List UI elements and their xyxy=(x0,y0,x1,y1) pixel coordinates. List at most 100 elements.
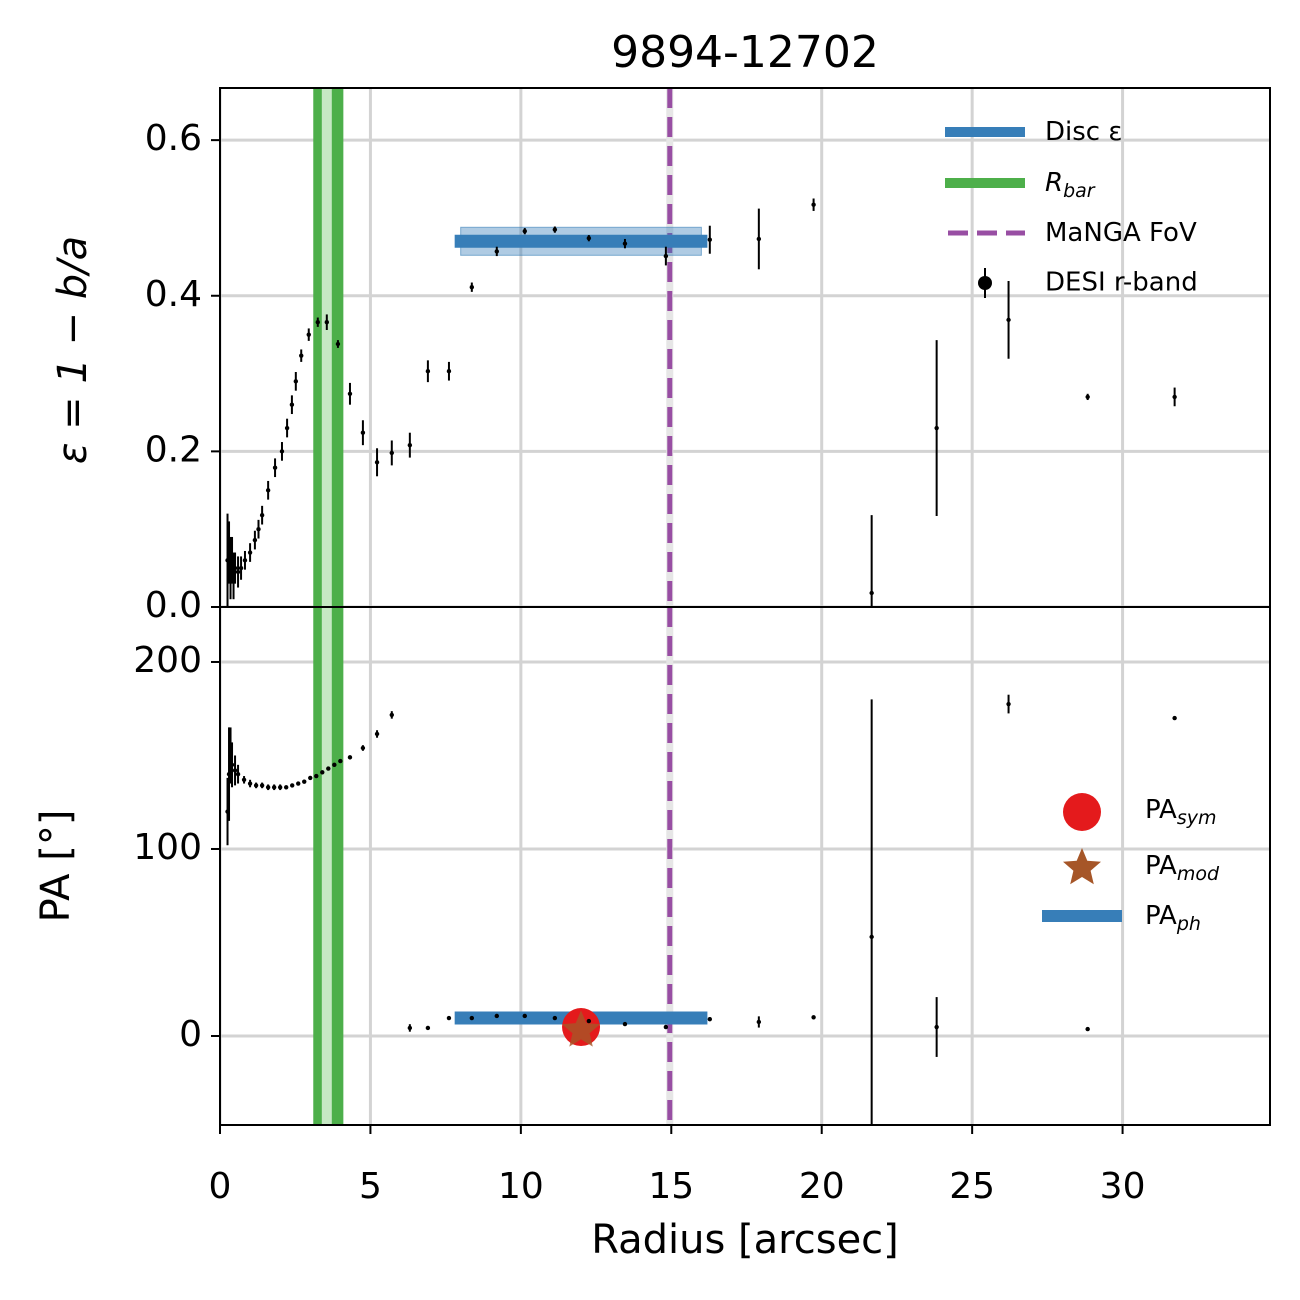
data-point xyxy=(289,402,295,407)
data-point xyxy=(299,353,304,358)
data-point xyxy=(586,1018,592,1024)
data-point xyxy=(407,1025,413,1031)
data-point xyxy=(869,590,874,596)
data-point xyxy=(407,442,413,448)
data-point xyxy=(271,785,277,790)
data-point xyxy=(446,369,452,374)
data-point xyxy=(302,779,307,784)
top-plot xyxy=(220,88,1270,607)
data-point xyxy=(347,755,353,760)
axes: 0.0 0.2 0.4 0.6 0 100 200 0 5 10 15 20 25 30 Disc ε Rba… xyxy=(133,87,1271,1207)
data-point xyxy=(272,465,278,470)
y-tick-label: 0 xyxy=(179,1014,202,1055)
x-tick-label: 20 xyxy=(799,1166,845,1207)
data-point xyxy=(326,766,331,771)
data-point xyxy=(869,934,874,940)
data-point xyxy=(279,449,285,454)
data-point xyxy=(360,430,366,435)
data-point xyxy=(663,253,669,259)
legend-label-sub: sym xyxy=(1177,807,1217,829)
data-point xyxy=(335,341,341,347)
x-tick-label: 15 xyxy=(648,1166,694,1207)
data-point xyxy=(235,569,241,575)
data-point xyxy=(235,771,241,777)
data-point xyxy=(320,770,325,775)
data-point xyxy=(229,762,235,768)
data-point xyxy=(934,1024,939,1030)
legend-label: PAsym xyxy=(1145,795,1216,829)
data-point xyxy=(247,550,253,555)
data-point xyxy=(469,284,475,290)
data-point xyxy=(256,526,261,532)
x-tick-label: 10 xyxy=(498,1166,544,1207)
data-point xyxy=(265,785,271,790)
data-point xyxy=(586,235,592,241)
data-point xyxy=(332,762,337,768)
data-point xyxy=(374,731,380,737)
data-point xyxy=(308,775,313,781)
y-tick-label: 100 xyxy=(133,827,202,868)
data-point xyxy=(374,460,380,465)
data-point xyxy=(1172,715,1177,721)
bottom-plot xyxy=(220,607,1270,1125)
legend-label: DESI r-band xyxy=(1045,268,1198,298)
data-point xyxy=(360,745,366,751)
data-point xyxy=(296,781,301,786)
data-point xyxy=(756,1019,762,1025)
data-point xyxy=(232,768,238,773)
legend-label-main: R xyxy=(1045,168,1063,198)
axes-frame xyxy=(219,606,1271,1126)
data-point xyxy=(284,425,290,431)
x-axis-label: Radius [arcsec] xyxy=(591,1217,899,1263)
legend-label-sub: ph xyxy=(1176,913,1201,935)
data-point xyxy=(389,450,394,456)
data-point xyxy=(552,227,558,232)
legend-label: PAph xyxy=(1145,901,1201,935)
data-point xyxy=(494,1013,499,1019)
y-axis-label: PA [°] xyxy=(33,810,79,923)
data-point xyxy=(425,369,431,374)
axes-frame xyxy=(219,87,1271,608)
data-point xyxy=(338,758,343,764)
data-point xyxy=(324,320,330,325)
data-point xyxy=(1085,1026,1090,1032)
data-point xyxy=(707,237,712,242)
x-tick-label: 25 xyxy=(949,1166,995,1207)
y-axis-label: ε = 1 − b/a xyxy=(50,236,96,464)
y-tick-label: 0.0 xyxy=(145,585,202,626)
data-point xyxy=(314,773,319,779)
legend-label-main: MaNGA FoV xyxy=(1045,218,1197,248)
data-point xyxy=(1172,394,1177,400)
pa-mod-marker xyxy=(562,1010,601,1047)
data-point xyxy=(259,783,265,788)
data-point xyxy=(934,425,939,431)
data-point xyxy=(756,236,762,242)
legend-label-main: Disc ε xyxy=(1045,117,1122,147)
legend-label-main: PA xyxy=(1145,901,1177,931)
data-point xyxy=(446,1015,452,1021)
data-point xyxy=(1006,317,1011,323)
legend-label-main: PA xyxy=(1145,851,1177,881)
legend-marker xyxy=(1063,848,1101,885)
data-point xyxy=(241,777,247,782)
legend-marker xyxy=(978,276,992,290)
legend-label-main: PA xyxy=(1145,795,1177,825)
data-point xyxy=(247,781,253,786)
data-point xyxy=(622,241,628,246)
y-tick-label: 0.2 xyxy=(145,429,202,470)
data-point xyxy=(389,712,394,718)
data-point xyxy=(425,1025,431,1031)
data-point xyxy=(290,783,295,788)
chart-title: 9894-12702 xyxy=(611,27,879,78)
data-point xyxy=(283,785,289,790)
y-tick-label: 0.6 xyxy=(145,118,202,159)
data-point xyxy=(552,1015,558,1021)
legend-label-sub: mod xyxy=(1177,863,1220,885)
data-point xyxy=(238,565,244,571)
data-point xyxy=(707,1016,712,1022)
data-point xyxy=(522,228,527,234)
data-point xyxy=(315,320,320,325)
legend-label: Rbar xyxy=(1045,168,1096,202)
